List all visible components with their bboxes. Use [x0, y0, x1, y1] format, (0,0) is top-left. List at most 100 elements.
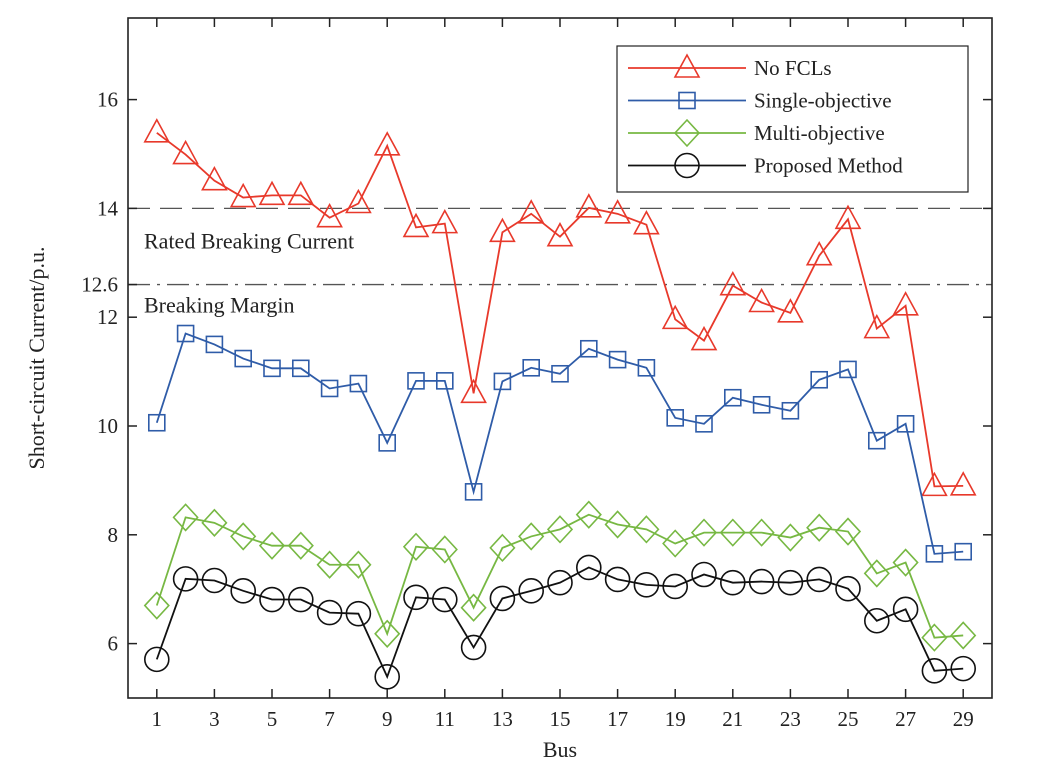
data-point-triangle [287, 180, 315, 206]
data-point-square [752, 395, 771, 414]
data-point-triangle [748, 287, 775, 313]
data-point-square [176, 324, 195, 343]
legend-marker-square [678, 91, 696, 110]
data-point-circle [547, 569, 573, 596]
data-point-triangle [201, 165, 228, 191]
legend-label: Single-objective [754, 89, 892, 113]
x-tick-label: 11 [435, 707, 455, 731]
data-point-circle [633, 572, 660, 598]
y-tick-label: 6 [108, 632, 119, 656]
x-tick-label: 23 [780, 707, 801, 731]
x-tick-label: 5 [267, 707, 278, 731]
data-point-triangle [258, 180, 286, 206]
series-single-objective [148, 324, 973, 563]
data-point-circle [172, 566, 199, 592]
data-point-triangle [517, 199, 545, 224]
data-point-circle [460, 634, 487, 661]
data-point-triangle [546, 222, 574, 247]
data-point-square [234, 349, 252, 368]
legend: No FCLs Single-objective Multi-objective Pr… [616, 45, 969, 193]
data-point-triangle [604, 199, 631, 224]
x-tick-label: 27 [895, 707, 916, 731]
data-point-square [579, 339, 598, 358]
data-point-circle [316, 599, 343, 626]
data-point-diamond [316, 550, 343, 579]
data-point-circle [518, 578, 545, 604]
data-point-triangle [892, 291, 919, 316]
data-point-triangle [834, 204, 862, 230]
series-line [156, 132, 964, 488]
data-point-triangle [863, 313, 891, 339]
data-point-square [291, 359, 310, 378]
x-tick-label: 13 [492, 707, 513, 731]
data-point-triangle [172, 139, 199, 165]
data-point-circle [287, 586, 314, 613]
data-point-square [637, 358, 656, 377]
series-proposed-method [144, 554, 977, 690]
data-point-square [695, 415, 713, 433]
data-point-triangle [460, 378, 487, 404]
data-point-diamond [806, 513, 833, 542]
data-point-diamond [719, 518, 746, 547]
data-point-square [263, 359, 281, 378]
data-point-circle [201, 567, 228, 594]
x-tick-label: 15 [550, 707, 571, 731]
data-point-triangle [921, 471, 948, 497]
data-point-circle [403, 584, 429, 611]
data-point-circle [835, 575, 861, 602]
data-point-square [666, 409, 685, 427]
data-point-circle [892, 596, 919, 623]
data-point-diamond [345, 550, 372, 579]
series-no-fcls [143, 118, 977, 497]
legend-label: Multi-objective [754, 121, 885, 145]
data-point-square [896, 415, 915, 433]
data-point-circle [921, 657, 948, 684]
data-point-circle [230, 578, 256, 604]
data-point-diamond [460, 593, 487, 622]
data-point-circle [691, 561, 717, 588]
x-tick-label: 21 [722, 707, 743, 731]
data-point-triangle [143, 118, 171, 143]
data-point-diamond [575, 500, 602, 529]
data-point-square [522, 358, 541, 377]
x-axis-label: Bus [543, 737, 577, 762]
x-tick-label: 19 [665, 707, 686, 731]
data-point-square [320, 379, 339, 398]
data-point-triangle [777, 298, 804, 323]
data-point-triangle [661, 304, 689, 330]
data-point-square [954, 542, 973, 561]
data-point-circle [719, 569, 746, 596]
data-point-diamond [402, 532, 430, 561]
data-point-square [867, 431, 886, 450]
data-point-circle [604, 566, 631, 593]
data-point-circle [748, 568, 775, 595]
data-point-diamond [863, 559, 890, 588]
data-point-triangle [690, 325, 718, 351]
x-tick-label: 17 [607, 707, 628, 731]
legend-label: No FCLs [754, 56, 832, 80]
data-point-circle [950, 655, 977, 682]
data-point-diamond [546, 515, 574, 544]
series-line [155, 513, 964, 639]
data-point-square [925, 545, 944, 563]
data-point-diamond [374, 619, 401, 648]
legend-marker-circle [674, 152, 700, 179]
data-point-diamond [489, 533, 516, 563]
data-point-square [493, 372, 512, 391]
data-point-diamond [230, 522, 257, 551]
data-point-diamond [633, 515, 660, 544]
data-point-circle [345, 600, 372, 627]
data-point-circle [806, 566, 833, 593]
data-point-diamond [172, 503, 199, 532]
data-point-square [435, 372, 454, 390]
data-point-circle [575, 554, 602, 581]
data-point-diamond [950, 621, 977, 650]
data-point-circle [662, 573, 689, 600]
data-point-diamond [518, 522, 545, 551]
data-point-square [148, 413, 166, 432]
data-point-diamond [892, 548, 919, 577]
data-point-triangle [431, 208, 459, 234]
data-point-diamond [143, 591, 170, 620]
data-point-square [551, 364, 569, 383]
